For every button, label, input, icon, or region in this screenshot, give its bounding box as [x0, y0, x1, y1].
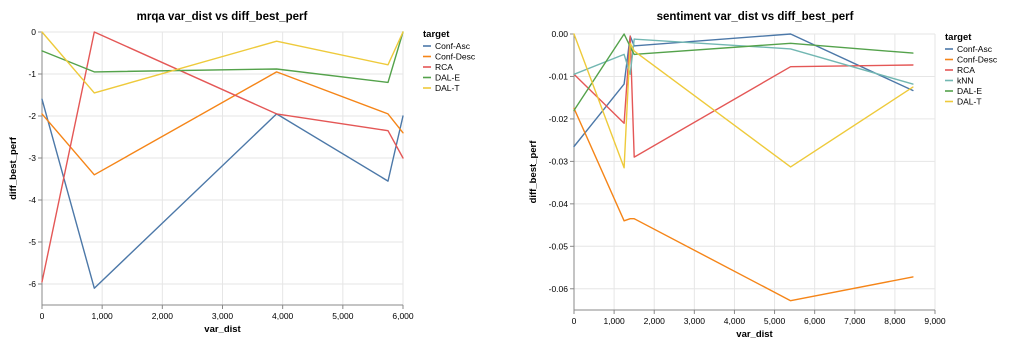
- x-tick-label: 7,000: [844, 316, 866, 326]
- legend-label: DAL-E: [957, 86, 982, 96]
- y-tick-label: -0.01: [549, 71, 569, 81]
- y-tick-label: 0: [31, 27, 36, 37]
- legend-label: Conf-Desc: [435, 52, 476, 62]
- x-tick-label: 1,000: [603, 316, 625, 326]
- legend-label: Conf-Desc: [957, 55, 998, 65]
- y-tick-label: -4: [28, 195, 36, 205]
- series-line-dal-t: [573, 33, 914, 169]
- series-line-rca: [573, 35, 914, 158]
- x-tick-label: 8,000: [884, 316, 906, 326]
- chart-0: mrqa var_dist vs diff_best_perf 0 1,000 2,0…: [8, 11, 476, 335]
- legend-label: DAL-T: [957, 97, 982, 107]
- legend-label: RCA: [957, 65, 975, 75]
- x-tick-label: 3,000: [684, 316, 706, 326]
- x-axis-title: var_dist: [204, 324, 241, 335]
- y-axis-title: diff_best_perf: [8, 136, 19, 200]
- y-tick-label: 0.00: [551, 29, 568, 39]
- chart-title: mrqa var_dist vs diff_best_perf: [137, 11, 308, 23]
- series-line-conf-desc: [573, 107, 914, 302]
- legend-label: Conf-Asc: [957, 44, 993, 54]
- chart-1: sentiment var_dist vs diff_best_perf 0 1,0…: [528, 11, 998, 340]
- series-line-conf-asc: [573, 33, 914, 148]
- y-tick-label: -6: [28, 279, 36, 289]
- series-line-conf-desc: [41, 71, 404, 176]
- x-tick-label: 4,000: [724, 316, 746, 326]
- x-axis-title: var_dist: [736, 329, 773, 340]
- x-tick-label: 2,000: [152, 311, 174, 321]
- legend-label: RCA: [435, 62, 453, 72]
- series-line-dal-e: [41, 31, 404, 84]
- y-tick-label: -5: [28, 237, 36, 247]
- x-tick-label: 0: [40, 311, 45, 321]
- y-tick-label: -0.02: [549, 114, 569, 124]
- series-line-dal-e: [573, 33, 914, 112]
- legend-label: Conf-Asc: [435, 41, 471, 51]
- y-axis-title: diff_best_perf: [528, 140, 539, 204]
- legend-label: DAL-T: [435, 83, 460, 93]
- x-tick-label: 1,000: [92, 311, 114, 321]
- y-tick-label: -3: [28, 153, 36, 163]
- legend-label: DAL-E: [435, 73, 460, 83]
- x-tick-label: 6,000: [392, 311, 414, 321]
- y-tick-label: -0.05: [549, 241, 569, 251]
- x-tick-label: 5,000: [764, 316, 786, 326]
- x-tick-label: 3,000: [212, 311, 234, 321]
- legend-label: kNN: [957, 76, 974, 86]
- legend-title: target: [423, 29, 450, 40]
- y-tick-label: -0.04: [549, 199, 569, 209]
- series-line-rca: [41, 31, 404, 283]
- legend-title: target: [945, 32, 972, 43]
- x-tick-label: 5,000: [332, 311, 354, 321]
- x-tick-label: 6,000: [804, 316, 826, 326]
- series-line-knn: [573, 38, 914, 85]
- y-tick-label: -0.06: [549, 284, 569, 294]
- y-tick-label: -0.03: [549, 156, 569, 166]
- x-tick-label: 9,000: [924, 316, 946, 326]
- x-tick-label: 4,000: [272, 311, 294, 321]
- y-tick-label: -2: [28, 111, 36, 121]
- series-line-dal-t: [41, 31, 404, 94]
- y-tick-label: -1: [28, 69, 36, 79]
- x-tick-label: 0: [572, 316, 577, 326]
- chart-title: sentiment var_dist vs diff_best_perf: [657, 11, 854, 23]
- x-tick-label: 2,000: [644, 316, 666, 326]
